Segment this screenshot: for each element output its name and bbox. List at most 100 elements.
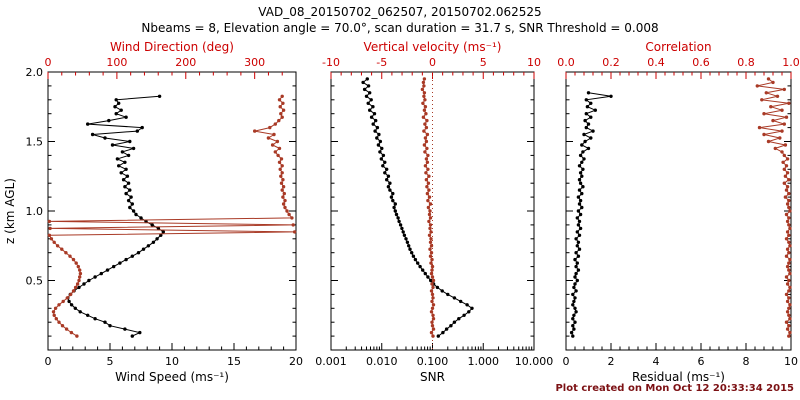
series-snr-point [452, 296, 457, 300]
series-wind_direction-point [53, 306, 58, 310]
series-wind_direction-point [281, 195, 285, 199]
series-correlation-point [784, 212, 789, 217]
series-wind_speed-point [118, 261, 122, 265]
series-snr-point [423, 271, 427, 276]
series-wind_speed-point [113, 105, 117, 109]
series-vertical_velocity-point [431, 278, 436, 283]
series-wind_speed-point [86, 122, 90, 126]
series-wind_direction-point [270, 143, 275, 147]
series-vertical_velocity-point [421, 115, 426, 119]
top-tick-label: 100 [106, 56, 127, 69]
series-vertical_velocity-point [422, 84, 426, 88]
series-residual-point [575, 278, 579, 283]
series-wind_direction-point [69, 292, 73, 297]
series-residual-point [575, 230, 579, 234]
series-correlation-point [784, 237, 789, 241]
series-snr-point [383, 171, 387, 175]
series-correlation-point [788, 257, 792, 262]
series-wind_speed-point [93, 275, 97, 279]
series-vertical_velocity-point [429, 310, 434, 314]
series-wind_direction-point [292, 230, 297, 234]
series-snr-point [362, 87, 367, 92]
series-vertical_velocity-point [429, 237, 433, 241]
series-snr-point [441, 330, 445, 335]
series-correlation-point [787, 178, 791, 182]
series-residual-point [571, 334, 575, 338]
series-snr-point [368, 91, 372, 95]
series-wind_speed-point [140, 125, 144, 130]
series-wind_direction-point [65, 296, 70, 300]
series-wind_speed-point [103, 136, 107, 140]
series-wind_speed-point [128, 188, 132, 192]
series-residual-point [572, 313, 576, 317]
series-correlation-point [787, 223, 791, 227]
series-wind_direction-line [48, 95, 295, 337]
series-residual-point [571, 292, 575, 297]
series-residual-point [580, 174, 584, 178]
series-wind_direction-point [49, 237, 54, 241]
series-wind_speed-point [123, 160, 127, 164]
series-snr-point [379, 157, 383, 161]
top-tick-label: -10 [322, 56, 340, 69]
series-correlation-point [787, 261, 791, 265]
x-tick-label: 2 [608, 355, 615, 368]
top-tick-label: 0 [429, 56, 436, 69]
series-residual-point [589, 101, 593, 106]
series-correlation-point [787, 296, 791, 300]
series-residual-point [589, 115, 593, 119]
series-correlation-point [783, 174, 788, 178]
series-wind_speed-point [105, 268, 110, 272]
series-wind_speed-point [126, 153, 131, 158]
series-residual-point [571, 317, 575, 321]
series-wind_direction-point [253, 129, 257, 133]
plot-title: VAD_08_20150702_062507, 20150702.062525 [258, 5, 542, 19]
series-vertical_velocity-point [424, 112, 428, 116]
top-tick-label: 0.2 [602, 56, 620, 69]
series-snr-point [436, 334, 440, 338]
x-tick-label: 20 [289, 355, 303, 368]
series-residual-point [584, 98, 588, 102]
series-wind_speed-point [134, 212, 138, 217]
series-correlation-point [773, 146, 777, 151]
series-snr-point [452, 320, 457, 324]
series-snr-point [366, 84, 371, 88]
x-tick-label: 0.100 [417, 355, 449, 368]
series-vertical_velocity-point [426, 205, 431, 210]
series-residual-point [586, 122, 591, 126]
series-residual-point [577, 188, 582, 192]
series-residual-point [574, 264, 578, 269]
series-vertical_velocity-point [426, 153, 430, 158]
series-vertical_velocity-point [431, 317, 436, 321]
series-vertical_velocity-point [425, 185, 429, 189]
series-snr-point [401, 230, 405, 234]
series-correlation-point [784, 188, 789, 192]
series-wind_speed-point [131, 146, 136, 151]
series-residual-point [583, 139, 587, 144]
series-snr-point [462, 313, 466, 317]
series-wind_direction-point [47, 219, 52, 224]
series-wind_speed-point [119, 108, 123, 112]
series-vertical_velocity-point [430, 299, 434, 304]
series-snr-point [371, 105, 375, 109]
series-residual-point [573, 257, 577, 262]
series-residual-point [576, 223, 581, 227]
series-wind_direction-point [281, 202, 286, 206]
series-residual-point [583, 118, 587, 123]
series-wind_direction-point [71, 289, 76, 293]
series-vertical_velocity-point [431, 303, 436, 307]
series-wind_speed-point [130, 254, 134, 258]
series-correlation-point [788, 330, 792, 335]
series-wind_direction-point [273, 122, 277, 126]
series-wind_direction-point [75, 334, 79, 338]
x-tick-label: 10 [784, 355, 798, 368]
series-wind_direction-point [280, 171, 284, 175]
series-residual-point [576, 240, 581, 244]
series-snr-point [381, 153, 386, 158]
series-residual-point [575, 261, 579, 265]
series-residual-point [589, 136, 593, 140]
top-tick-label: 0.6 [692, 56, 710, 69]
series-wind_speed-point [125, 174, 130, 178]
series-vertical_velocity-point [429, 251, 434, 255]
